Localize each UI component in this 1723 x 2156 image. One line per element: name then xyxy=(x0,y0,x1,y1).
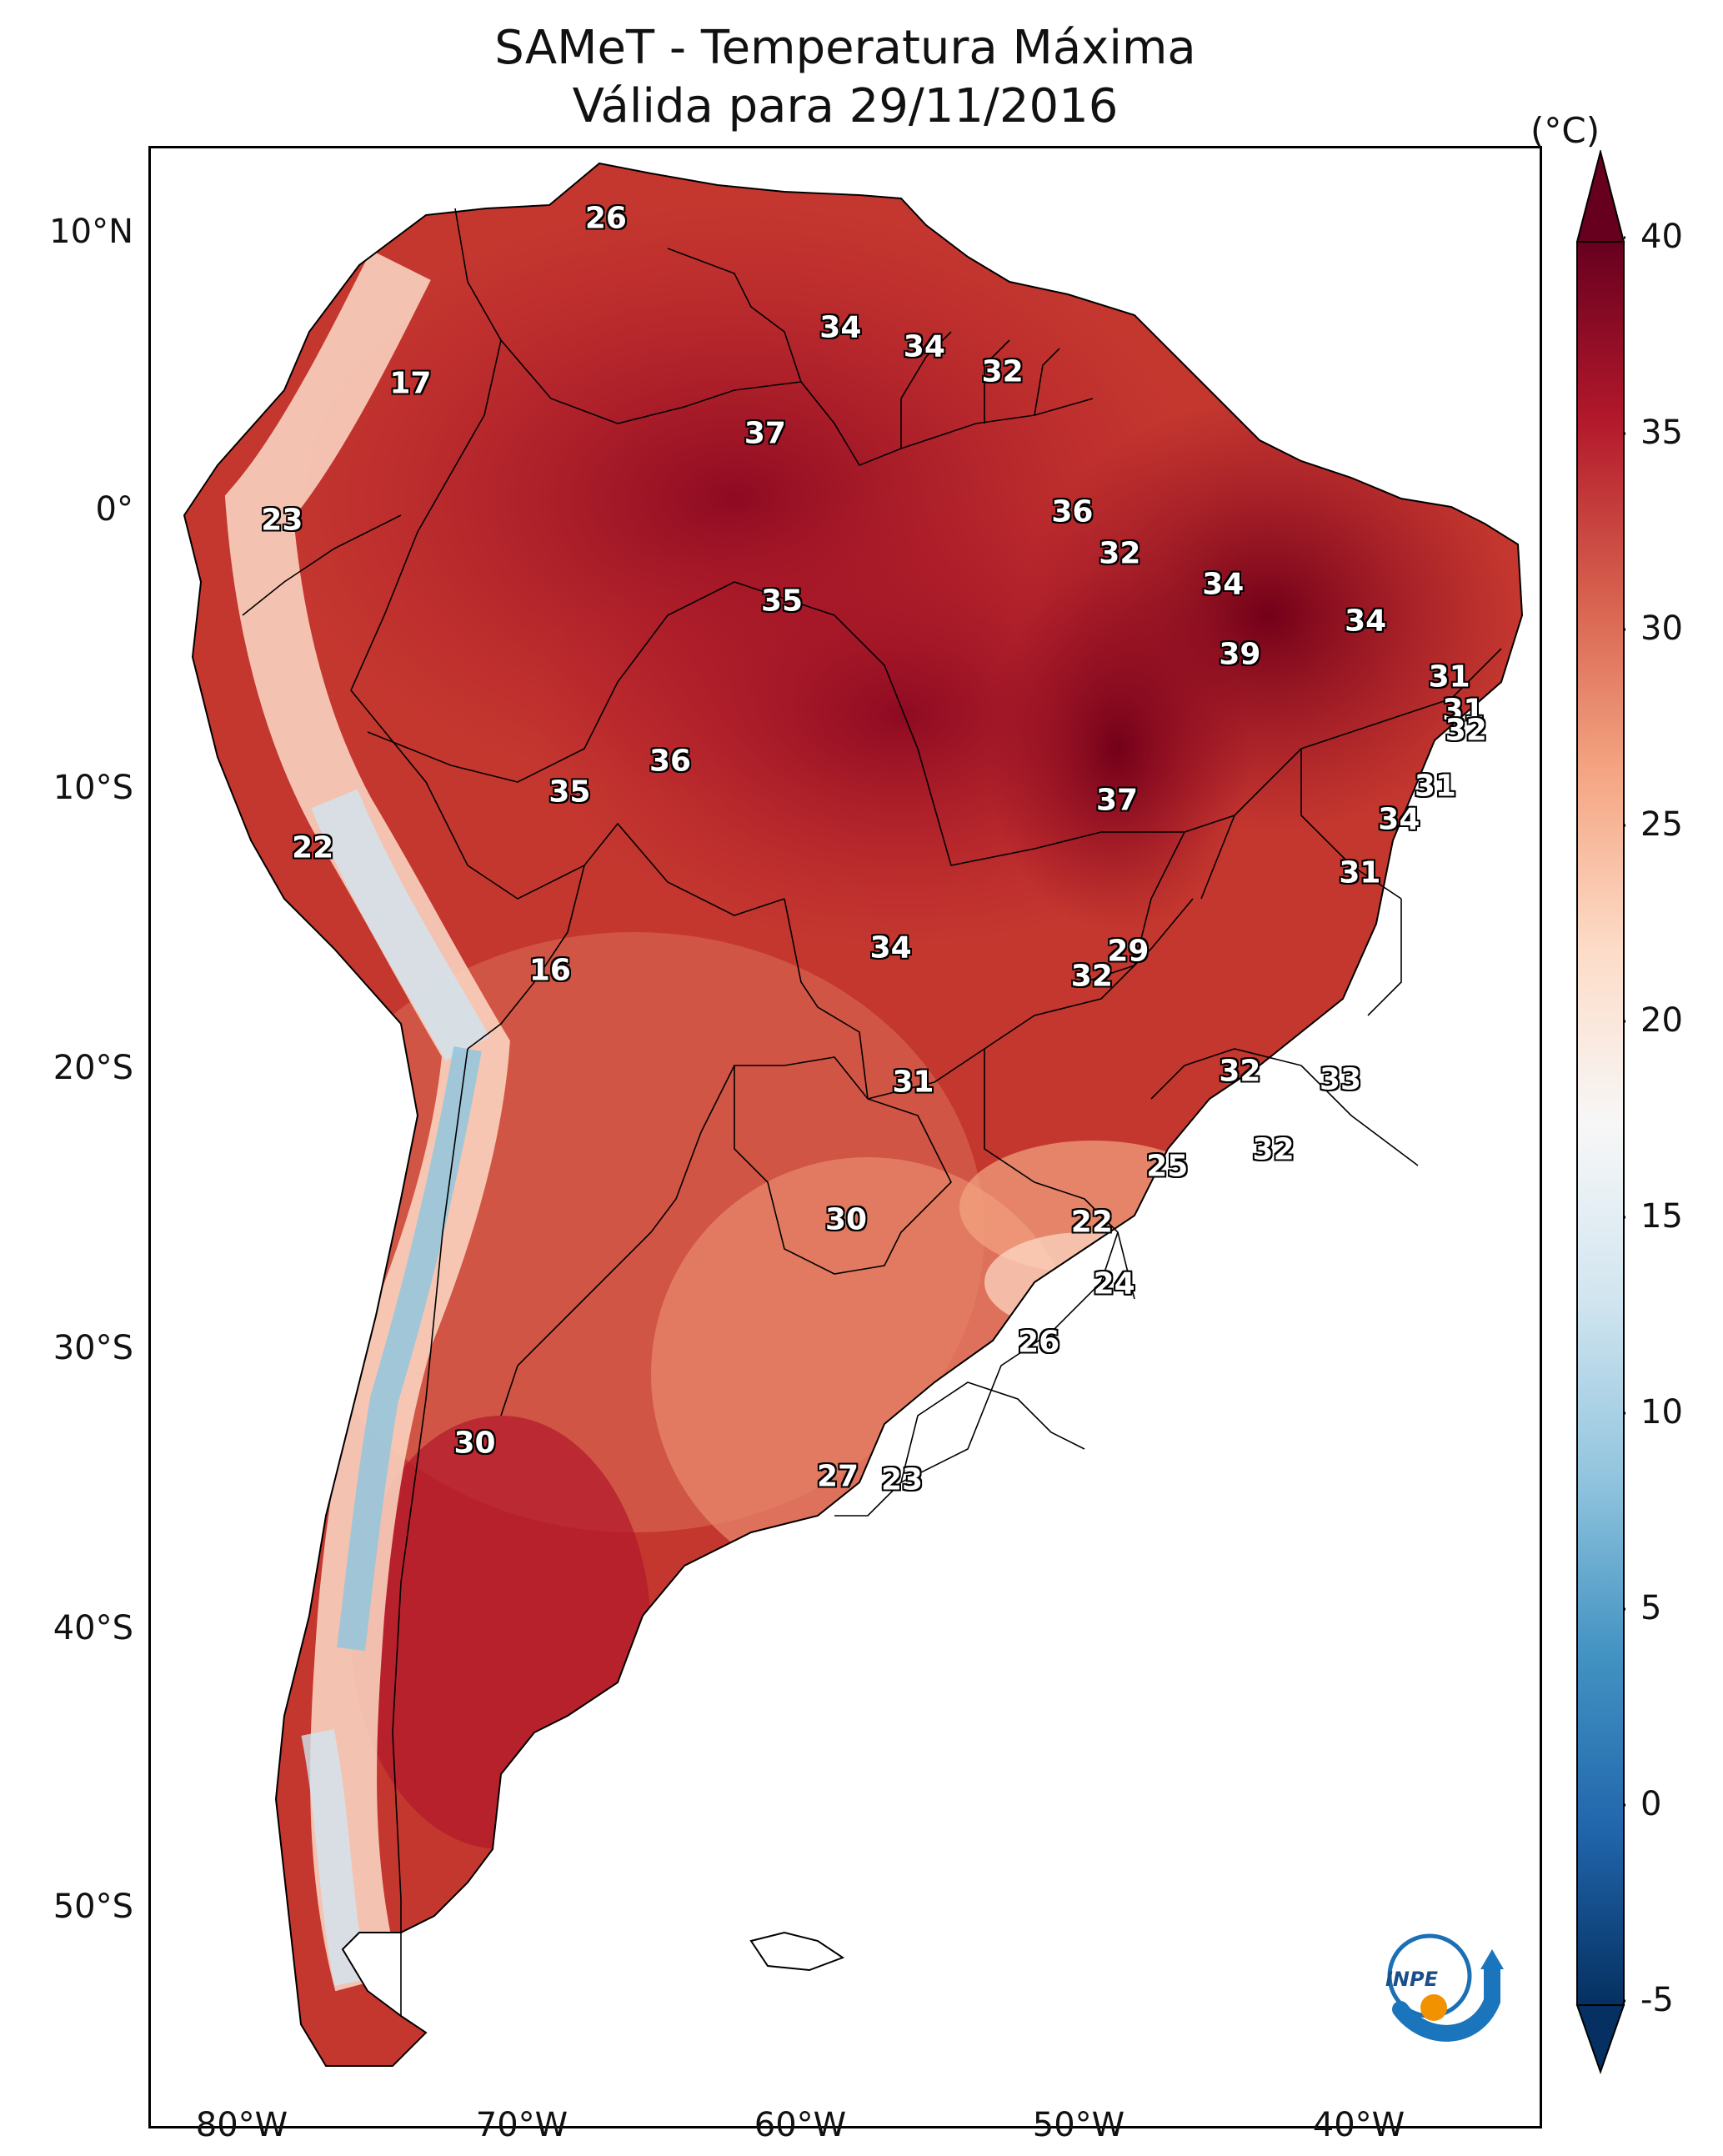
colorbar-tick-label: 20 xyxy=(1640,1001,1683,1040)
colorbar-gradient xyxy=(1576,241,1625,2006)
country-borders xyxy=(242,208,1502,2016)
temperature-label: 37 xyxy=(744,416,786,451)
temperature-label: 17 xyxy=(389,366,432,401)
colorbar-tick-label: 30 xyxy=(1640,609,1683,648)
temperature-label: 26 xyxy=(584,201,627,236)
temperature-label: 32 xyxy=(1445,713,1487,748)
temperature-label: 30 xyxy=(453,1426,496,1461)
colorbar-tick-label: 40 xyxy=(1640,218,1683,256)
temperature-label: 25 xyxy=(1146,1149,1189,1184)
colorbar-extend-max xyxy=(1575,150,1625,243)
lon-label-40w: 40°W xyxy=(1312,2106,1405,2144)
colorbar-extend-min xyxy=(1575,2004,1625,2075)
colorbar-tick-label: 25 xyxy=(1640,805,1683,844)
lon-label-50w: 50°W xyxy=(1032,2106,1125,2144)
temperature-label: 32 xyxy=(1219,1054,1261,1089)
inpe-logo: INPE xyxy=(1385,1933,1504,2042)
temperature-label: 27 xyxy=(816,1459,859,1494)
temperature-label: 29 xyxy=(1107,934,1150,969)
temperature-label: 31 xyxy=(892,1065,934,1100)
temperature-label: 31 xyxy=(1414,769,1456,804)
temperature-label: 31 xyxy=(1428,659,1470,694)
lat-label-50s: 50°S xyxy=(53,1888,133,1926)
temperature-label: 23 xyxy=(261,503,303,538)
temperature-label: 23 xyxy=(880,1462,924,1497)
temperature-label: 35 xyxy=(548,775,591,809)
temperature-label: 31 xyxy=(1339,855,1381,890)
temperature-label: 32 xyxy=(1070,959,1113,994)
temperature-label: 34 xyxy=(869,930,912,965)
colorbar-tick-label: -5 xyxy=(1640,1981,1674,2019)
lat-label-30s: 30°S xyxy=(53,1329,133,1367)
lat-label-10n: 10°N xyxy=(49,213,133,251)
temperature-label: 37 xyxy=(1095,783,1139,818)
lon-label-70w: 70°W xyxy=(475,2106,568,2144)
temperature-label: 39 xyxy=(1219,637,1261,672)
lon-label-80w: 80°W xyxy=(195,2106,288,2144)
temperature-label: 34 xyxy=(819,310,862,345)
temperature-label: 32 xyxy=(981,354,1024,389)
map-frame xyxy=(148,146,1542,2128)
lat-label-40s: 40°S xyxy=(53,1609,133,1647)
temperature-label: 22 xyxy=(292,830,334,865)
temperature-label: 36 xyxy=(1051,494,1094,529)
temperature-label: 32 xyxy=(1252,1132,1295,1167)
colorbar xyxy=(1575,150,1625,2075)
colorbar-unit: (°C) xyxy=(1530,110,1600,151)
temperature-label: 34 xyxy=(1378,802,1420,837)
temperature-label: 34 xyxy=(903,329,945,364)
temperature-label: 31 xyxy=(1442,693,1485,728)
temperature-label: 33 xyxy=(1319,1062,1362,1097)
temperature-label: 22 xyxy=(1070,1205,1113,1240)
map-title: SAMeT - Temperatura Máxima xyxy=(494,21,1196,75)
temperature-label: 34 xyxy=(1202,567,1245,602)
temperature-label: 16 xyxy=(528,953,571,988)
lat-label-10s: 10°S xyxy=(53,769,133,807)
colorbar-tick-label: 0 xyxy=(1640,1785,1662,1823)
land-mass xyxy=(183,163,1523,2067)
temperature-label: 24 xyxy=(1093,1266,1135,1301)
temperature-label: 26 xyxy=(1018,1325,1060,1360)
temperature-label: 34 xyxy=(1345,604,1387,639)
lon-label-60w: 60°W xyxy=(754,2106,847,2144)
lat-label-20s: 20°S xyxy=(53,1049,133,1087)
colorbar-tick-label: 5 xyxy=(1640,1589,1662,1627)
colorbar-tick-label: 35 xyxy=(1640,414,1683,452)
colorbar-tick-label: 15 xyxy=(1640,1197,1683,1236)
colorbar-tick-label: 10 xyxy=(1640,1393,1683,1431)
map-subtitle: Válida para 29/11/2016 xyxy=(572,79,1119,133)
temperature-map xyxy=(183,163,1523,2067)
temperature-label: 30 xyxy=(824,1202,868,1237)
logo-text: INPE xyxy=(1385,1968,1439,1991)
temperature-label: 32 xyxy=(1099,536,1141,571)
temperature-label: 35 xyxy=(760,584,804,619)
lat-label-0: 0° xyxy=(95,490,133,529)
temperature-label: 36 xyxy=(649,744,692,779)
